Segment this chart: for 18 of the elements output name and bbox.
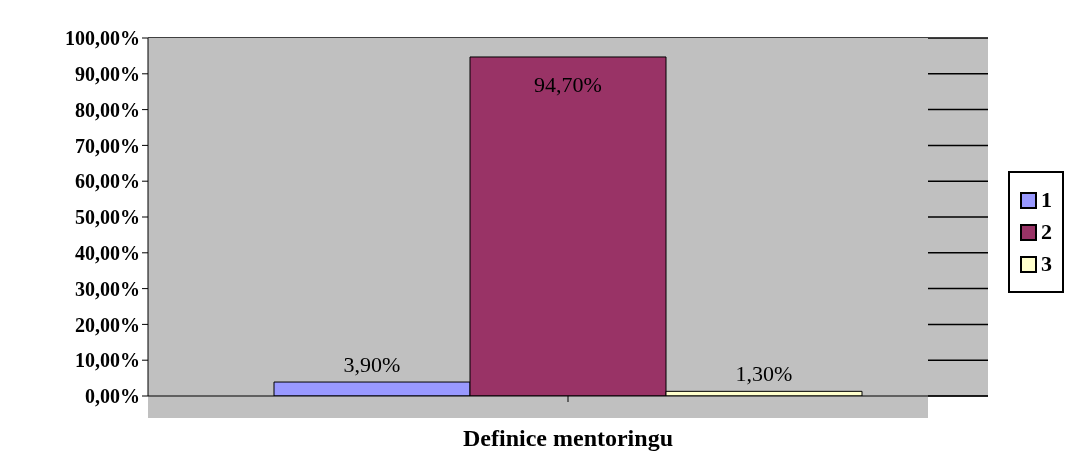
y-tick-label: 40,00%: [75, 241, 140, 264]
legend-label: 2: [1041, 219, 1052, 245]
y-tick-label: 70,00%: [75, 134, 140, 157]
y-tick-label: 90,00%: [75, 62, 140, 85]
y-tick-label: 30,00%: [75, 277, 140, 300]
y-tick-label: 10,00%: [75, 349, 140, 372]
y-tick-label: 50,00%: [75, 206, 140, 229]
y-tick-label: 20,00%: [75, 313, 140, 336]
legend-label: 3: [1041, 251, 1052, 277]
y-tick-label: 60,00%: [75, 170, 140, 193]
data-label: 3,90%: [343, 352, 401, 378]
legend-label: 1: [1041, 187, 1052, 213]
y-tick-label: 100,00%: [65, 27, 140, 50]
y-tick-label: 0,00%: [85, 385, 140, 408]
data-label: 1,30%: [735, 361, 793, 387]
data-label: 94,70%: [534, 71, 602, 97]
y-tick-label: 80,00%: [75, 98, 140, 121]
x-axis-title: Definice mentoringu: [463, 425, 673, 451]
